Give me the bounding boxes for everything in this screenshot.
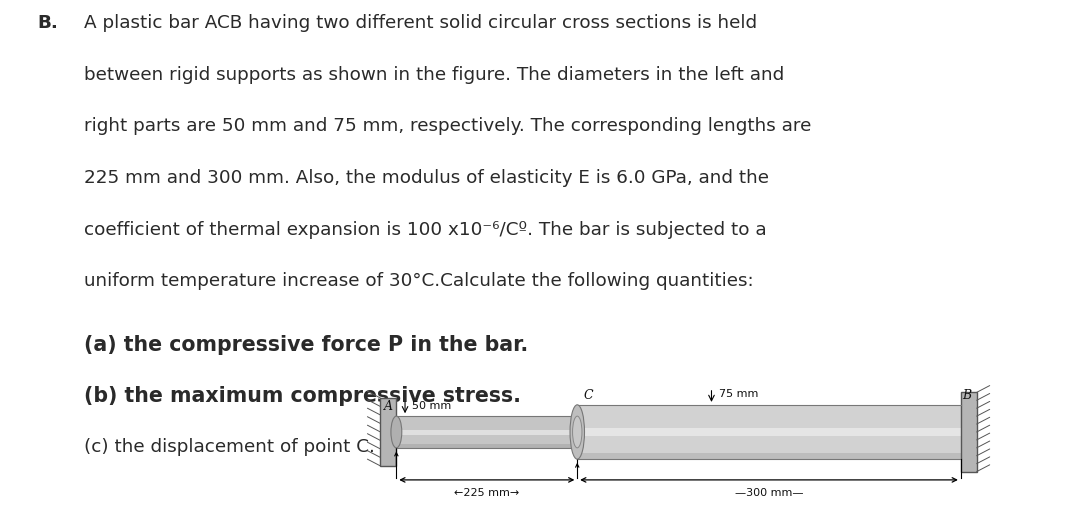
Bar bbox=[396, 430, 577, 435]
Text: —300 mm—: —300 mm— bbox=[734, 488, 804, 498]
Text: B: B bbox=[962, 389, 971, 402]
Bar bbox=[577, 405, 961, 459]
Ellipse shape bbox=[391, 416, 402, 448]
Bar bbox=[961, 392, 976, 472]
Text: coefficient of thermal expansion is 100 x10⁻⁶/Cº. The bar is subjected to a: coefficient of thermal expansion is 100 … bbox=[84, 221, 767, 239]
Text: right parts are 50 mm and 75 mm, respectively. The corresponding lengths are: right parts are 50 mm and 75 mm, respect… bbox=[84, 117, 811, 135]
Text: C: C bbox=[583, 389, 593, 402]
Text: ←225 mm→: ←225 mm→ bbox=[455, 488, 519, 498]
Text: 75 mm: 75 mm bbox=[718, 389, 758, 399]
Text: B.: B. bbox=[37, 14, 58, 32]
Bar bbox=[577, 453, 961, 459]
Text: (a) the compressive force P in the bar.: (a) the compressive force P in the bar. bbox=[84, 335, 528, 355]
Text: (c) the displacement of point C.: (c) the displacement of point C. bbox=[84, 438, 375, 456]
Text: 50 mm: 50 mm bbox=[413, 400, 451, 411]
Text: uniform temperature increase of 30°C.Calculate the following quantities:: uniform temperature increase of 30°C.Cal… bbox=[84, 272, 754, 290]
Ellipse shape bbox=[570, 405, 584, 459]
Bar bbox=[380, 398, 396, 466]
Bar bbox=[396, 444, 577, 448]
Text: between rigid supports as shown in the figure. The diameters in the left and: between rigid supports as shown in the f… bbox=[84, 66, 784, 84]
Text: 225 mm and 300 mm. Also, the modulus of elasticity E is 6.0 GPa, and the: 225 mm and 300 mm. Also, the modulus of … bbox=[84, 169, 769, 187]
Text: (b) the maximum compressive stress.: (b) the maximum compressive stress. bbox=[84, 386, 521, 407]
Text: A plastic bar ACB having two different solid circular cross sections is held: A plastic bar ACB having two different s… bbox=[84, 14, 757, 32]
Bar bbox=[577, 428, 961, 436]
Text: A: A bbox=[383, 400, 393, 413]
Ellipse shape bbox=[572, 416, 582, 448]
Bar bbox=[396, 416, 577, 448]
